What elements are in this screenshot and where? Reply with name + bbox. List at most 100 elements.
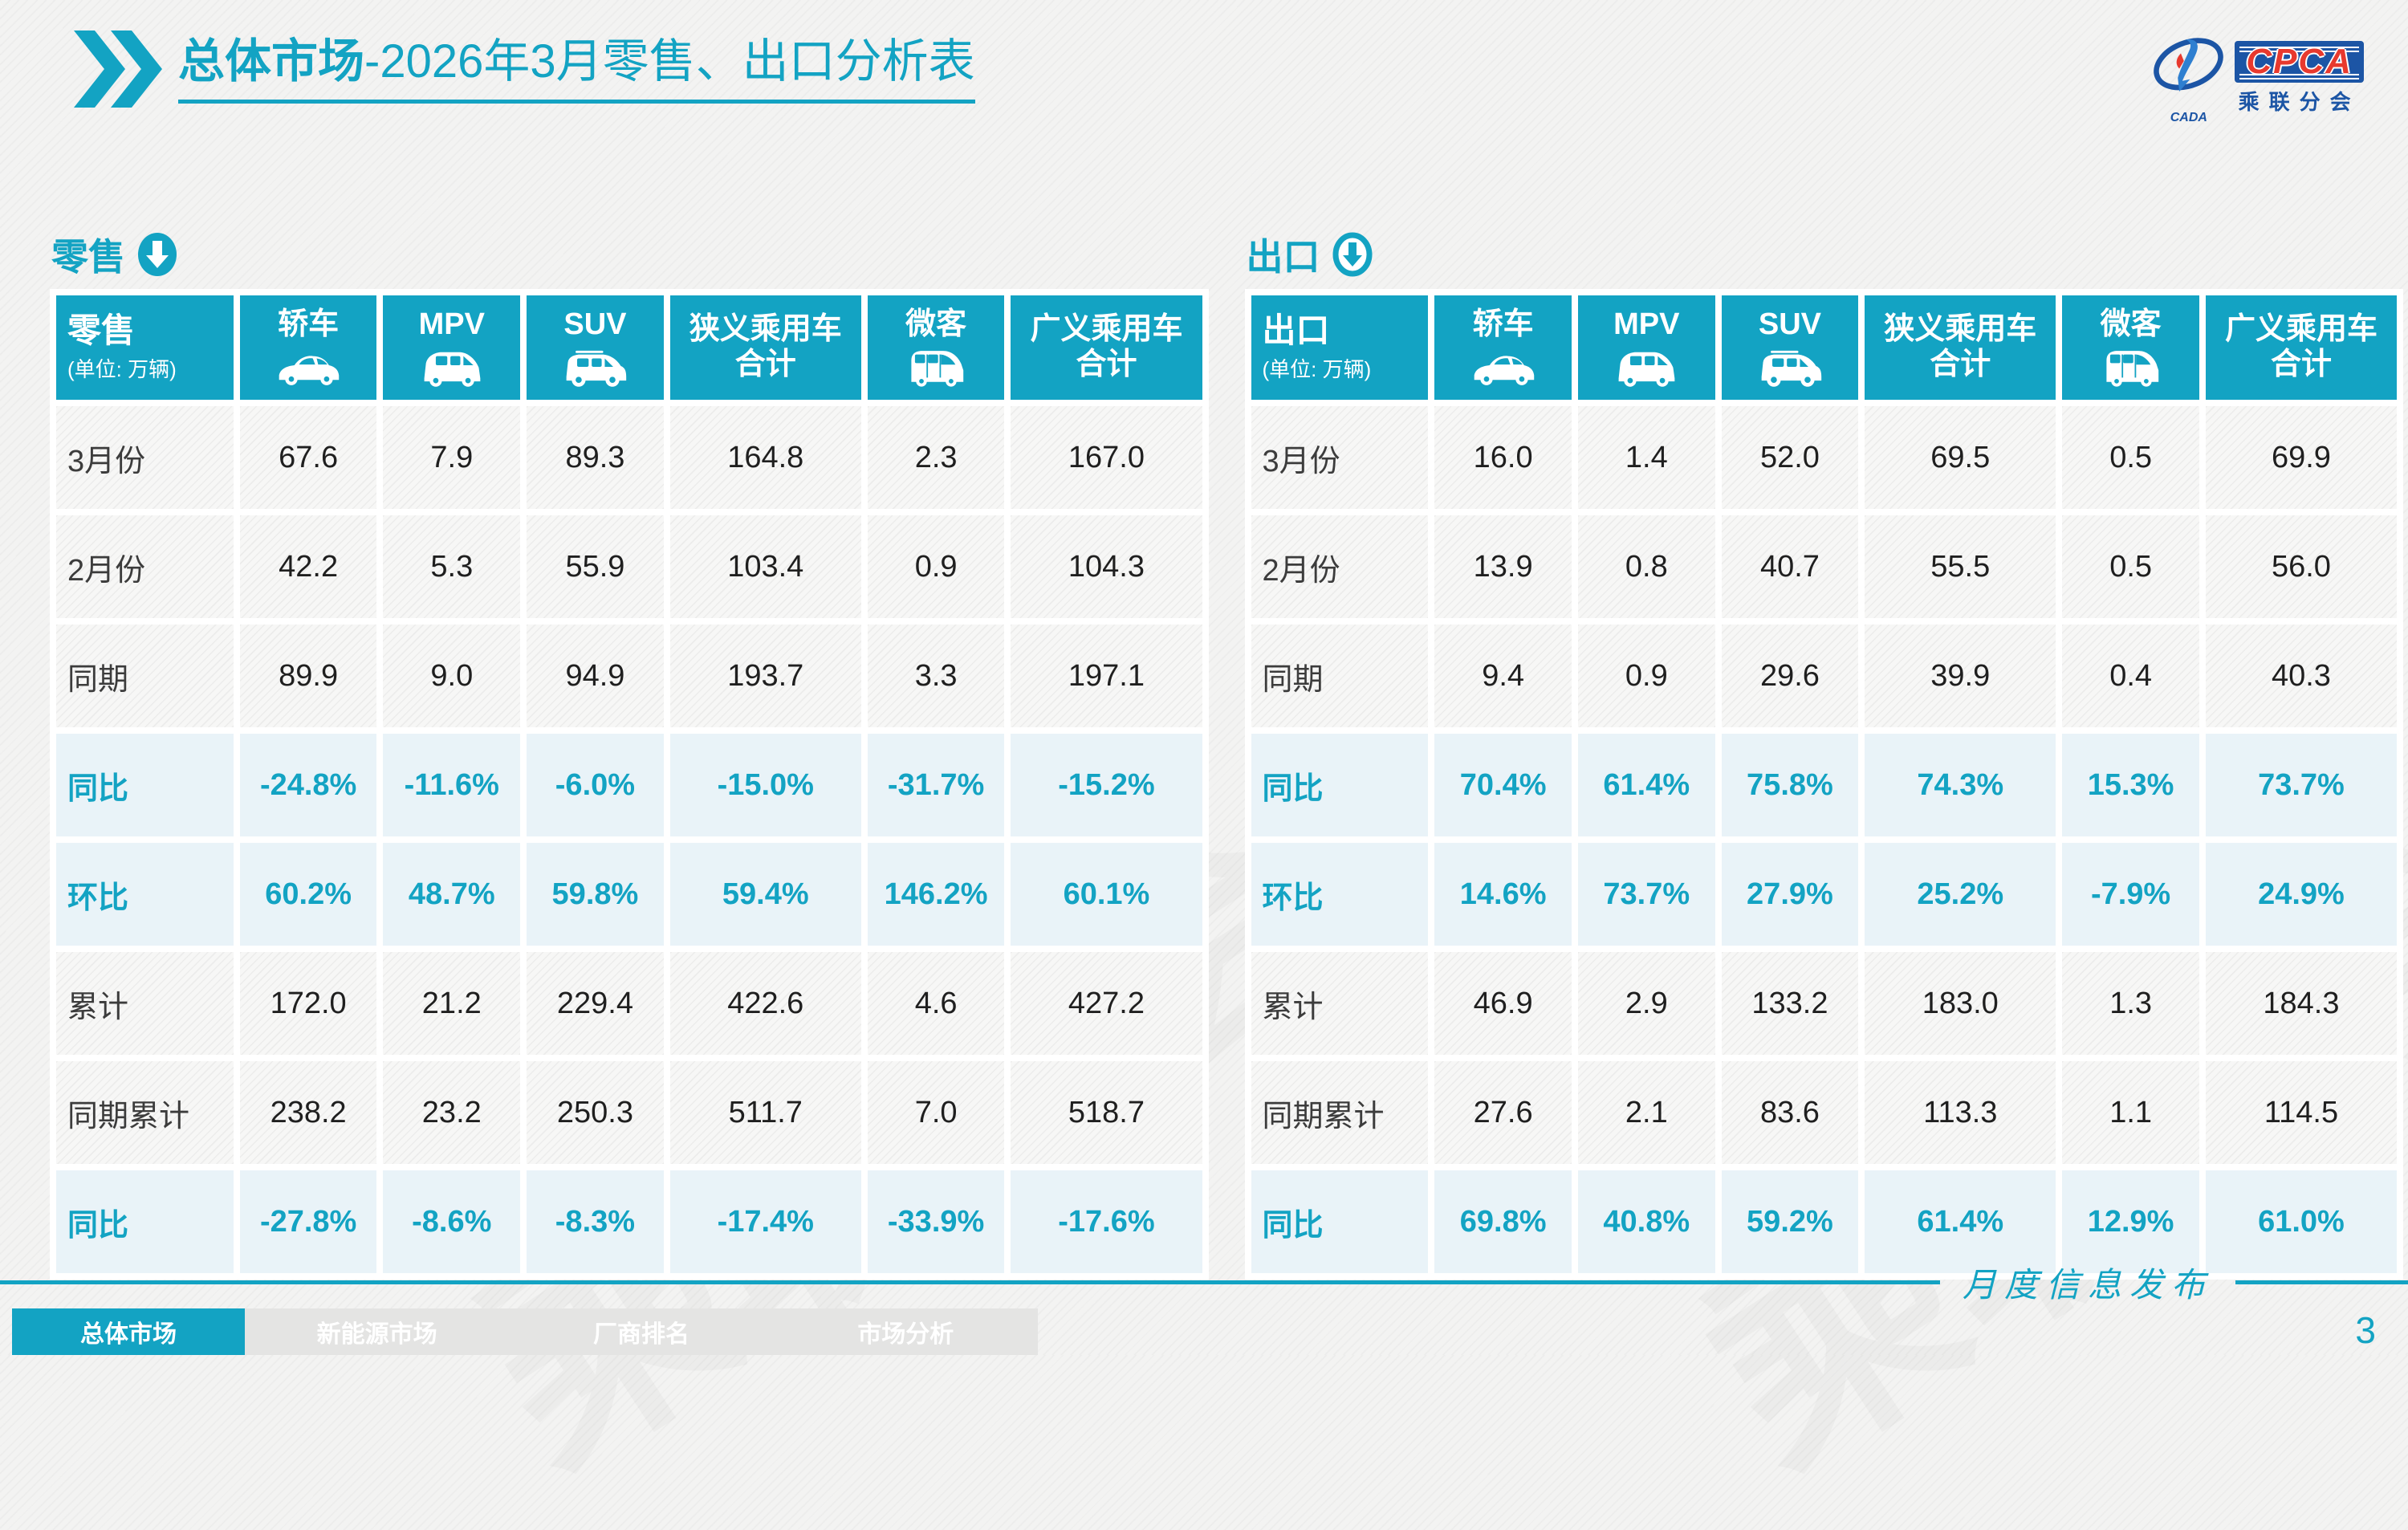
table-cell: 40.3 (2205, 625, 2397, 727)
table-cell: 2.1 (1577, 1061, 1715, 1164)
table-cell: 59.8% (527, 843, 664, 946)
column-header: 狭义乘用车 合计 (1865, 295, 2056, 400)
retail-section: 零售 零售 (单位: 万辆) 轿车 MPV SUV 狭义乘用车 合计 微客 广义乘用车 合计 3月份… (50, 230, 1209, 1280)
table-cell: 94.9 (527, 625, 664, 727)
table-cell: 0.9 (1577, 625, 1715, 727)
table-cell: 5.3 (383, 515, 521, 618)
table-cell: 511.7 (669, 1061, 861, 1164)
table-row: 2月份 13.9 0.8 40.7 55.5 0.5 56.0 (1251, 515, 2397, 618)
table-cell: 3.3 (867, 625, 1005, 727)
cpca-wordmark: CPCA (2246, 41, 2353, 81)
row-label: 2月份 (1251, 515, 1429, 618)
tab-nev-market[interactable]: 新能源市场 (316, 1321, 437, 1348)
row-label: 3月份 (1251, 406, 1429, 509)
table-cell: 167.0 (1011, 406, 1202, 509)
table-row: 3月份 67.6 7.9 89.3 164.8 2.3 167.0 (56, 406, 1202, 509)
row-label: 环比 (56, 843, 234, 946)
row-label: 同期 (56, 625, 234, 727)
row-label: 同比 (56, 1170, 234, 1273)
table-cell: 15.3% (2062, 734, 2199, 836)
table-cell: 23.2 (383, 1061, 521, 1164)
table-cell: 83.6 (1721, 1061, 1859, 1164)
table-cell: 52.0 (1721, 406, 1859, 509)
table-corner-header: 零售 (单位: 万辆) (56, 295, 234, 400)
table-row: 同期 89.9 9.0 94.9 193.7 3.3 197.1 (56, 625, 1202, 727)
table-cell: 1.3 (2062, 952, 2199, 1055)
table-row: 2月份 42.2 5.3 55.9 103.4 0.9 104.3 (56, 515, 1202, 618)
row-label: 累计 (1251, 952, 1429, 1055)
cpca-logo: CADA CPCA 乘联分会 (2150, 31, 2364, 125)
table-cell: 2.9 (1577, 952, 1715, 1055)
table-row: 同比 -27.8% -8.6% -8.3% -17.4% -33.9% -17.6% (56, 1170, 1202, 1273)
mpv-car-icon (417, 344, 486, 388)
column-header: 广义乘用车 合计 (1011, 295, 1202, 400)
table-cell: 24.9% (2205, 843, 2397, 946)
table-cell: -8.6% (383, 1170, 521, 1273)
tab-overall-market[interactable]: 总体市场 (12, 1308, 245, 1355)
table-cell: 29.6 (1721, 625, 1859, 727)
table-cell: -17.4% (669, 1170, 861, 1273)
arrow-down-solid-icon (136, 231, 178, 278)
table-row: 环比 14.6% 73.7% 27.9% 25.2% -7.9% 24.9% (1251, 843, 2397, 946)
table-row: 同期累计 27.6 2.1 83.6 113.3 1.1 114.5 (1251, 1061, 2397, 1164)
table-cell: 75.8% (1721, 734, 1859, 836)
table-row: 累计 172.0 21.2 229.4 422.6 4.6 427.2 (56, 952, 1202, 1055)
table-cell: 9.0 (383, 625, 521, 727)
chevron-double-icon (74, 31, 162, 108)
row-label: 2月份 (56, 515, 234, 618)
arrow-down-ring-icon (1332, 231, 1373, 278)
column-header: SUV (527, 295, 664, 400)
page-title-emphasis: 总体市场 (178, 35, 365, 87)
microvan-icon (2097, 344, 2166, 388)
column-header: MPV (1577, 295, 1715, 400)
table-cell: 69.5 (1865, 406, 2056, 509)
table-cell: 69.9 (2205, 406, 2397, 509)
table-row: 3月份 16.0 1.4 52.0 69.5 0.5 69.9 (1251, 406, 2397, 509)
table-cell: 89.9 (239, 625, 377, 727)
row-label: 环比 (1251, 843, 1429, 946)
row-label: 3月份 (56, 406, 234, 509)
tab-market-analysis[interactable]: 市场分析 (857, 1321, 954, 1348)
table-cell: 46.9 (1434, 952, 1572, 1055)
page-title-rest: -2026年3月零售、出口分析表 (364, 35, 975, 87)
table-cell: 59.4% (669, 843, 861, 946)
table-cell: 69.8% (1434, 1170, 1572, 1273)
table-cell: 27.9% (1721, 843, 1859, 946)
cpca-stripes (2239, 71, 2359, 79)
table-cell: 40.7 (1721, 515, 1859, 618)
row-label: 同比 (56, 734, 234, 836)
table-cell: 250.3 (527, 1061, 664, 1164)
tables-area: 零售 零售 (单位: 万辆) 轿车 MPV SUV 狭义乘用车 合计 微客 广义乘用车 合计 3月份… (50, 230, 2403, 1280)
column-header: SUV (1721, 295, 1859, 400)
table-cell: -15.2% (1011, 734, 1202, 836)
row-label: 同期累计 (1251, 1061, 1429, 1164)
table-cell: 0.9 (867, 515, 1005, 618)
table-cell: 9.4 (1434, 625, 1572, 727)
table-cell: 197.1 (1011, 625, 1202, 727)
table-cell: 67.6 (239, 406, 377, 509)
table-row: 环比 60.2% 48.7% 59.8% 59.4% 146.2% 60.1% (56, 843, 1202, 946)
table-cell: 73.7% (1577, 843, 1715, 946)
retail-section-title: 零售 (51, 236, 125, 278)
table-cell: 193.7 (669, 625, 861, 727)
table-cell: 114.5 (2205, 1061, 2397, 1164)
footer-tab-bar: 总体市场 新能源市场 厂商排名 市场分析 (12, 1308, 1038, 1355)
table-cell: 21.2 (383, 952, 521, 1055)
column-header: 广义乘用车 合计 (2205, 295, 2397, 400)
tab-oem-ranking[interactable]: 厂商排名 (592, 1321, 689, 1348)
table-cell: 14.6% (1434, 843, 1572, 946)
table-cell: -24.8% (239, 734, 377, 836)
column-header: 微客 (867, 295, 1005, 400)
table-cell: 73.7% (2205, 734, 2397, 836)
table-cell: -33.9% (867, 1170, 1005, 1273)
table-cell: 40.8% (1577, 1170, 1715, 1273)
cada-wordmark: CADA (2170, 111, 2207, 124)
page-number: 3 (2355, 1309, 2376, 1351)
table-cell: 146.2% (867, 843, 1005, 946)
column-header: 微客 (2062, 295, 2199, 400)
row-label: 同期累计 (56, 1061, 234, 1164)
column-header: 轿车 (239, 295, 377, 400)
table-cell: -8.3% (527, 1170, 664, 1273)
table-row: 同比 -24.8% -11.6% -6.0% -15.0% -31.7% -15.2% (56, 734, 1202, 836)
table-cell: 56.0 (2205, 515, 2397, 618)
